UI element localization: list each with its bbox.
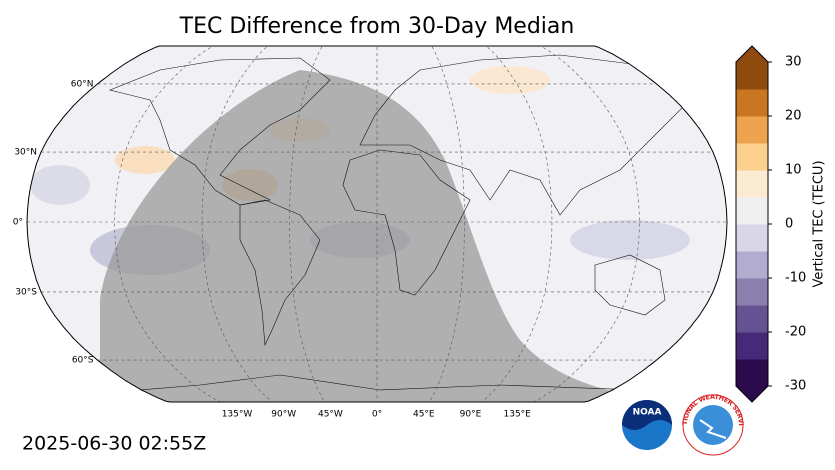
night-shade: [100, 70, 680, 402]
colorbar-tick-label: 30: [785, 55, 802, 70]
meridian: [289, 46, 331, 402]
noaa-text: NOAA: [633, 408, 662, 418]
colorbar-tick-label: -20: [785, 325, 806, 340]
meridian: [516, 46, 640, 402]
south-america: [239, 199, 321, 347]
lon-label: 90°E: [460, 410, 482, 420]
lat-label: 0°: [13, 218, 23, 228]
colorbar-segment: [736, 62, 768, 90]
colorbar-segment: [736, 224, 768, 252]
lat-labels: 60°N 30°N 0° 30°S 60°S: [13, 79, 94, 365]
colorbar: -30 -20 -10 0 10 20 30: [735, 45, 806, 403]
colorbar-tick-label: -30: [785, 379, 806, 394]
africa: [342, 149, 471, 296]
colorbar-extend-top: [736, 46, 768, 62]
meridian: [114, 46, 238, 402]
colorbar-segment: [736, 89, 768, 117]
nws-bolt: [699, 419, 727, 439]
anomaly: [30, 165, 90, 205]
colorbar-segment: [736, 332, 768, 360]
lon-label: 45°E: [413, 410, 435, 420]
colorbar-label: Vertical TEC (TECU): [812, 160, 827, 287]
north-america: [109, 57, 331, 206]
colorbar-tick-label: 0: [785, 217, 793, 232]
anomaly: [115, 146, 175, 174]
anomaly: [570, 220, 690, 260]
meridian: [469, 46, 553, 402]
lon-label: 90°W: [271, 410, 296, 420]
colorbar-segment: [736, 197, 768, 225]
lat-label: 30°N: [14, 148, 37, 158]
colorbar-tick-label: 20: [785, 109, 802, 124]
lat-label: 60°N: [71, 79, 94, 89]
anomaly: [470, 66, 550, 94]
lon-label: 0°: [372, 410, 382, 420]
colorbar-segment: [736, 116, 768, 144]
colorbar-tick-label: 10: [785, 163, 802, 178]
colorbar-segment: [736, 143, 768, 171]
australia: [594, 254, 666, 316]
colorbar-segment: [736, 305, 768, 333]
lon-label: 135°E: [504, 410, 532, 420]
title: TEC Difference from 30-Day Median: [179, 14, 575, 39]
colorbar-segment: [736, 278, 768, 306]
noaa-top: [622, 400, 672, 430]
noaa-logo: NOAA: [622, 400, 672, 450]
colorbar-segment: [736, 359, 768, 387]
map-outline: [26, 45, 728, 403]
colorbar-segment: [736, 251, 768, 279]
colorbar-segment: [736, 170, 768, 198]
colorbar-tick-label: -10: [785, 271, 806, 286]
lon-label: 135°W: [222, 410, 253, 420]
lat-label: 60°S: [72, 356, 94, 366]
lon-labels: 135°W 90°W 45°W 0° 45°E 90°E 135°E: [222, 410, 531, 420]
timestamp: 2025-06-30 02:55Z: [22, 433, 206, 455]
eurasia: [359, 54, 701, 216]
lon-label: 45°W: [318, 410, 343, 420]
colorbar-extend-bottom: [736, 386, 768, 402]
lat-label: 30°S: [15, 287, 37, 297]
nws-circle: [693, 405, 733, 445]
